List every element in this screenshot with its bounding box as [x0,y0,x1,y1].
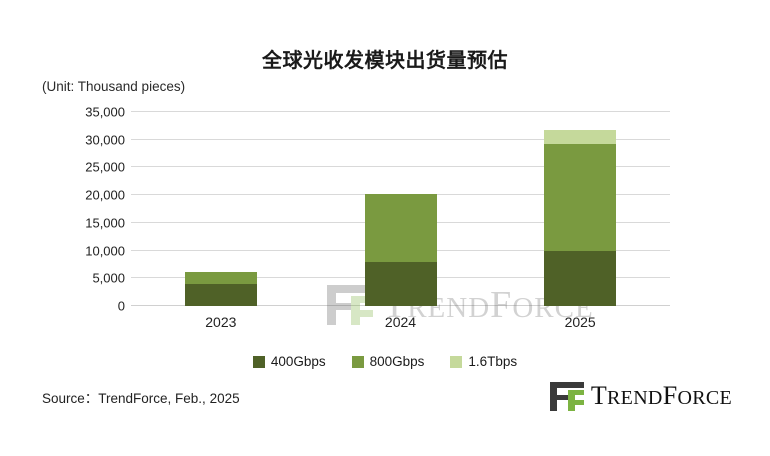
legend-swatch-icon [351,355,364,368]
trendforce-logo-text: TRENDFORCE [590,381,732,410]
bar-group-2025[interactable] [544,129,617,306]
bar-group-2024[interactable] [364,193,437,306]
legend-label: 1.6Tbps [468,354,518,369]
legend-swatch-icon [450,355,463,368]
legend-label: 800Gbps [369,354,425,369]
y-axis-labels: 0 5,000 10,000 15,000 20,000 25,000 30,000 35,0… [40,105,125,314]
y-axis-tick-label: 15,000 [85,215,125,231]
bar-segment-800Gbps[interactable] [364,193,437,262]
y-axis-tick-label: 5,000 [92,270,125,286]
trendforce-logo-icon [549,381,584,411]
plot-area: TRENDFORCE [131,111,670,326]
gridline [131,166,670,168]
trendforce-logo: TRENDFORCE [549,381,732,411]
y-axis-tick-label: 25,000 [85,159,125,175]
chart-legend: 400Gbps 800Gbps 1.6Tbps [0,354,770,369]
bar-segment-1.6Tbps[interactable] [544,129,617,145]
y-axis-tick-label: 30,000 [85,132,125,148]
x-axis-tick-label-2023: 2023 [205,314,237,330]
bar-group-2023[interactable] [184,271,257,306]
x-axis-tick-label-2024: 2024 [384,314,417,330]
chart-title: 全球光收发模块出货量预估 [262,50,508,72]
legend-item-1.6Tbps[interactable]: 1.6Tbps [450,354,517,369]
bar-segment-400Gbps[interactable] [184,283,257,306]
bar-segment-800Gbps[interactable] [184,271,257,284]
bar-segment-400Gbps[interactable] [544,250,617,306]
y-axis-tick-label: 0 [117,298,125,314]
gridline [131,111,670,112]
y-axis-tick-label: 10,000 [85,243,125,259]
legend-item-800Gbps[interactable]: 800Gbps [351,354,425,369]
bar-segment-800Gbps[interactable] [544,144,617,251]
x-axis-labels: 2023 2024 2025 [131,314,670,336]
legend-item-400Gbps[interactable]: 400Gbps [252,354,326,369]
legend-label: 400Gbps [270,354,326,369]
gridline [131,138,670,140]
bar-segment-400Gbps[interactable] [364,261,437,306]
y-axis-tick-label: 35,000 [85,104,125,120]
y-axis-tick-label: 20,000 [85,187,125,203]
legend-swatch-icon [252,355,265,368]
x-axis-tick-label-2025: 2025 [564,314,596,330]
chart-unit-label: (Unit: Thousand pieces) [42,79,186,94]
source-note: Source：TrendForce, Feb., 2025 [42,391,240,406]
